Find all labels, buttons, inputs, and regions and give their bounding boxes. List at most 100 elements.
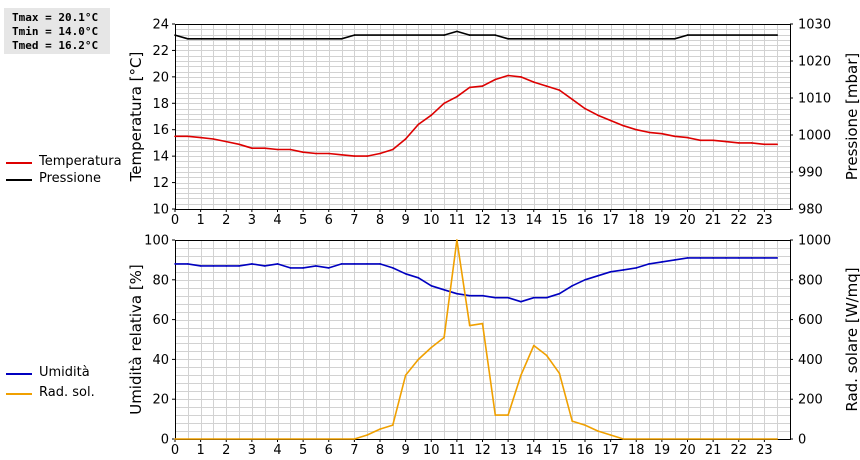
data-point [238,143,240,146]
data-point [699,257,702,259]
data-point [174,263,176,265]
data-point [174,438,176,440]
x-tick-label: 23 [756,443,773,458]
data-point [545,296,548,299]
data-point [738,142,740,144]
data-point [609,434,612,436]
y2-tick-label: 600 [798,313,823,328]
x-tick-label: 11 [449,443,466,458]
data-point [456,292,458,295]
data-point [187,135,189,138]
series-line [175,239,778,440]
data-point [533,296,535,299]
x-tick-label: 4 [273,443,281,458]
legend-swatch-temperatura [6,162,32,164]
x-tick-label: 18 [628,213,645,228]
data-point [571,420,573,422]
y-tick-label: 22 [152,44,169,59]
data-point [622,269,625,271]
data-point [174,135,176,138]
data-point [686,136,689,139]
data-point [533,81,535,83]
data-point [494,78,497,81]
data-point [430,114,433,116]
data-point [238,265,240,267]
data-point [494,34,497,36]
x-tick-label: 5 [299,213,307,228]
data-point [302,267,304,269]
x-tick-label: 9 [401,213,409,228]
data-point [417,277,420,279]
y-tick-label: 40 [152,353,169,368]
data-point [340,263,343,265]
data-point [174,34,176,36]
y-tick-label: 24 [152,18,169,33]
data-point [289,267,292,269]
data-point [584,424,586,426]
x-tick-label: 21 [705,213,722,228]
data-point [353,155,356,157]
y2-tick-label: 990 [798,166,823,181]
x-tick-label: 23 [756,213,773,228]
data-point [225,265,228,267]
data-point [763,257,766,259]
y2-axis-title: Rad. solare [W/mq] [843,267,860,411]
x-tick-label: 15 [551,443,568,458]
chart-panel-1: 0 1 2 3 4 5 6 7 8 9 10 11 12 13 14 15 16 17 18 19 20 21 22 2302… [127,234,860,459]
data-point [725,140,727,143]
data-point [520,300,522,303]
data-point [353,263,356,265]
data-point [686,257,689,259]
y2-tick-label: 1010 [798,92,831,107]
data-point [673,38,676,40]
data-point [430,346,433,349]
x-tick-label: 1 [196,213,204,228]
data-point [379,428,381,430]
y-tick-label: 18 [152,97,169,112]
data-point [520,76,522,78]
data-point [481,294,484,297]
data-point [597,275,599,277]
data-point [199,136,202,139]
x-tick-label: 21 [705,443,722,458]
data-point [468,324,471,327]
data-point [417,123,420,126]
data-point [289,148,292,151]
x-tick-label: 5 [299,443,307,458]
x-tick-label: 13 [500,443,517,458]
data-point [404,273,407,275]
data-point [468,294,471,297]
x-tick-label: 17 [602,213,619,228]
data-point [635,128,638,131]
x-tick-label: 17 [602,443,619,458]
x-tick-label: 12 [474,443,491,458]
y-tick-label: 80 [152,273,169,288]
x-tick-label: 2 [222,443,230,458]
data-point [417,358,420,361]
data-point [738,257,740,259]
x-tick-label: 8 [376,443,384,458]
data-point [353,34,356,36]
data-point [225,140,228,143]
data-point [609,119,612,122]
data-point [353,438,356,440]
x-tick-label: 12 [474,213,491,228]
data-point [251,147,253,149]
x-tick-label: 14 [525,213,542,228]
data-point [443,102,445,105]
y2-tick-label: 1030 [798,18,831,33]
data-point [622,438,625,440]
data-point [199,265,202,267]
x-tick-label: 7 [350,213,358,228]
x-tick-label: 20 [679,443,696,458]
data-point [456,95,458,98]
data-point [558,372,561,375]
stat-tmax: Tmax = 20.1°C [12,11,99,24]
data-point [648,263,650,265]
y-axis-title: Temperatura [°C] [127,52,145,183]
data-point [763,143,766,146]
x-tick-label: 22 [730,443,747,458]
legend-swatch-radsol [6,393,32,395]
data-point [392,148,394,151]
y2-tick-label: 1020 [798,55,831,70]
